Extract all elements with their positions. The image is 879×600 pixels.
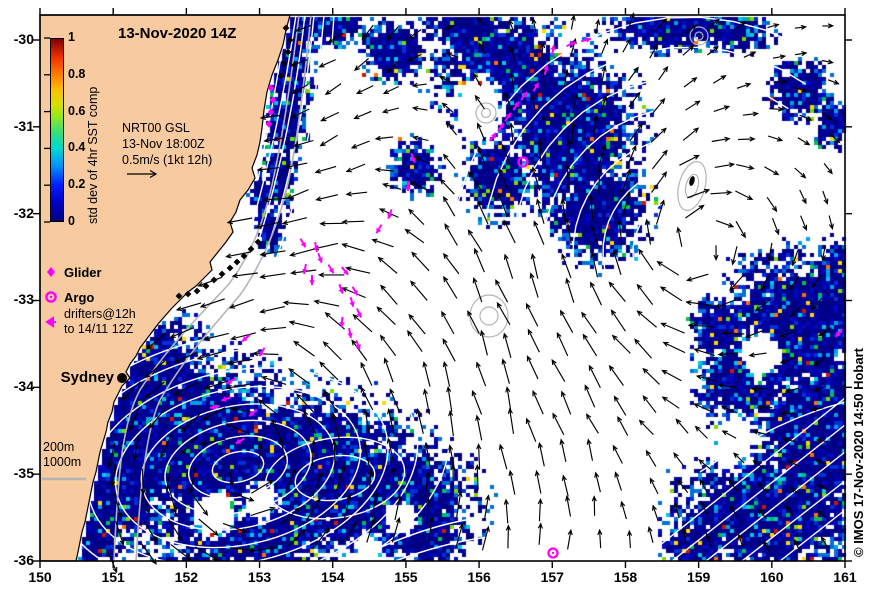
legend-drifters-label-2: to 14/11 12Z [64,322,134,336]
glider-marker [269,96,277,104]
colorbar-label: std dev of 4hr SST comp [86,86,100,224]
map-title: 13-Nov-2020 14Z [118,25,237,42]
y-tick-label: -31 [13,117,34,134]
argo-float-marker [517,156,529,168]
legend-drifters-label-1: drifters@12h [64,307,136,321]
glider-track-black-diamond [280,60,288,68]
colorbar-gradient [50,38,64,222]
glider-diamond-icon [44,265,58,279]
glider-track-black-diamond [247,245,255,253]
legend-item-argo: Argo [44,289,94,307]
colorbar-tick-label: 0.4 [68,140,86,155]
y-tick-label: -30 [13,31,34,47]
glider-track-black-diamond [202,282,210,290]
model-info: NRT00 GSL 13-Nov 18:00Z 0.5m/s (1kt 12h) [122,120,212,168]
argo-circle-icon [44,290,58,304]
argo-float-marker [547,547,559,559]
depth-200m-label: 200m [43,440,75,454]
x-tick-label: 151 [101,569,125,585]
glider-marker [267,108,275,116]
watermark-imos: © IMOS 17-Nov-2020 14:50 Hobart [851,348,866,557]
glider-track-black-diamond [284,48,292,56]
glider-track-black-diamond [286,36,294,44]
model-time: 13-Nov 18:00Z [122,137,205,151]
x-tick-label: 156 [467,569,491,585]
velocity-scale-arrow [127,169,158,179]
y-tick-label: -35 [13,465,34,482]
x-tick-label: 158 [613,569,638,585]
legend-item-glider: Glider [44,264,102,282]
glider-track-black-diamond [233,258,241,266]
current-vector-arrows [106,12,841,574]
colorbar-tick-label: 0.6 [68,103,86,118]
glider-track-black-diamond [240,252,248,260]
glider-track-black-diamond [254,238,262,246]
x-tick-label: 152 [174,569,199,585]
glider-track-black-diamond [210,276,218,284]
glider-marker [265,120,273,128]
x-tick-label: 159 [686,569,711,585]
model-name: NRT00 GSL [122,121,190,135]
x-tick-label: 150 [28,569,52,585]
velocity-scale-label: 0.5m/s (1kt 12h) [122,153,213,167]
observation-markers [175,24,843,559]
land-australia [39,14,291,562]
depth-legend: 200m 1000m [43,440,81,470]
colorbar-ticks [44,37,50,223]
y-tick-label: -33 [13,291,34,308]
y-tick-label: -34 [13,378,34,395]
x-tick-label: 161 [833,569,857,585]
depth-1000m-label: 1000m [43,455,82,469]
map-border [39,14,846,562]
city-label-sydney: Sydney [60,369,114,386]
glider-track-black-diamond [193,287,201,295]
legend-argo-label: Argo [64,290,95,305]
colorbar-tick-label: 0.2 [68,177,86,192]
glider-track-black-diamond [226,264,234,272]
x-tick-label: 160 [760,569,784,585]
drifter-arrow-icon [44,315,58,329]
x-tick-label: 155 [394,569,418,585]
legend-item-drifters: drifters@12h to 14/11 12Z [44,307,136,338]
axis-ticks [33,8,852,568]
sydney-dot [117,373,127,383]
colorbar-tick-label: 1 [68,30,75,44]
x-tick-label: 153 [247,569,272,585]
glider-track-black-diamond [277,72,285,80]
legend-glider-label: Glider [64,265,102,280]
glider-track-black-diamond [184,290,192,298]
lord-howe-island [689,176,695,186]
y-tick-label: -32 [13,204,34,221]
glider-track-black-diamond [175,292,183,300]
glider-track-black-diamond [218,270,226,278]
x-tick-label: 154 [321,569,345,585]
colorbar-tick-label: 0 [68,214,75,228]
colorbar-tick-label: 0.8 [68,66,86,81]
ssh-contours [40,15,845,561]
glider-marker [267,84,275,92]
glider-track-black-diamond [282,24,290,32]
x-tick-label: 157 [540,569,564,585]
y-tick-label: -36 [13,551,34,568]
